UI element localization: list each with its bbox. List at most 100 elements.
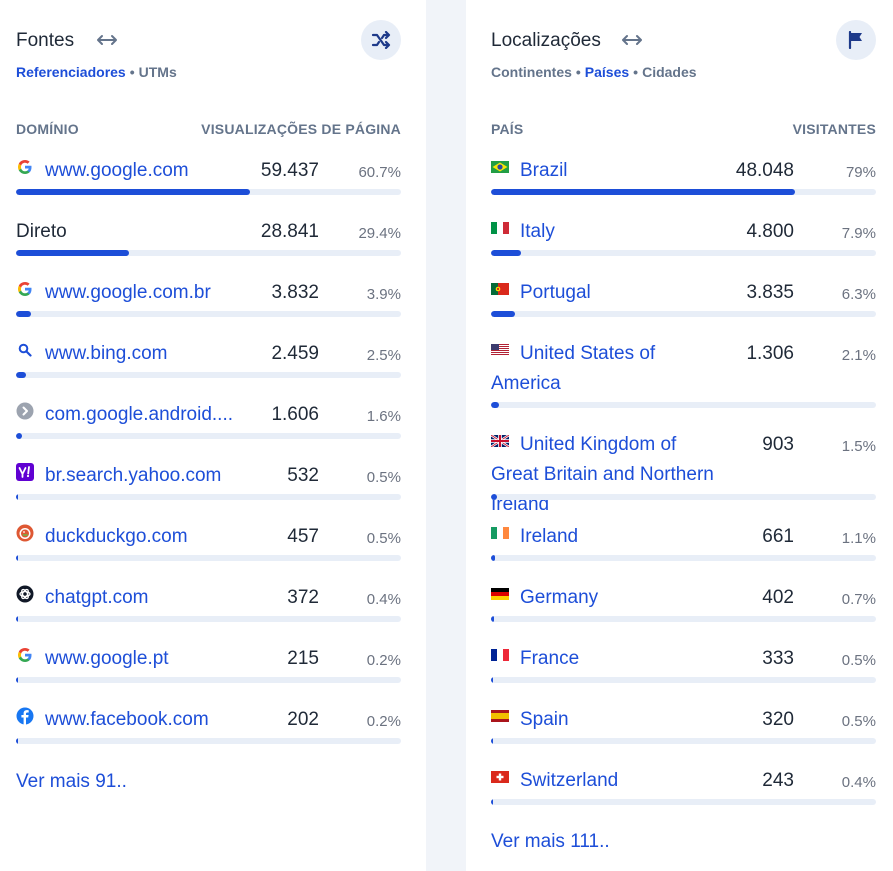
country-row[interactable]: United States of America 1.306 2.1% [491,335,876,426]
column-pageviews[interactable]: VISUALIZAÇÕES DE PÁGINA [201,121,401,137]
source-row[interactable]: chatgpt.com 372 0.4% [16,579,401,640]
map-flag-button[interactable] [836,20,876,60]
flag-icon [848,31,862,49]
source-row[interactable]: com.google.android.... 1.606 1.6% [16,396,401,457]
uk-flag-icon [491,432,509,450]
source-name[interactable]: chatgpt.com [45,587,149,608]
source-name[interactable]: www.facebook.com [45,709,209,730]
source-name[interactable]: Direto [16,221,67,242]
tab-countries[interactable]: Países [584,64,630,80]
share-bar [16,311,401,317]
column-visitors[interactable]: VISITANTES [792,121,876,137]
country-name[interactable]: Ireland [520,526,579,547]
share-bar-fill [16,311,31,317]
source-row[interactable]: www.google.com.br 3.832 3.9% [16,274,401,335]
germany-flag-icon [491,585,509,603]
country-row[interactable]: Italy 4.800 7.9% [491,213,876,274]
country-name[interactable]: France [520,648,580,669]
country-name[interactable]: United States of America [491,343,656,394]
tab-separator: • [575,64,581,80]
percentage: 0.5% [366,530,401,547]
sources-show-more-link[interactable]: Ver mais 91.. [16,771,127,792]
google-icon [16,646,34,664]
share-bar [491,250,876,256]
percentage: 2.5% [366,347,401,364]
source-name[interactable]: br.search.yahoo.com [45,465,222,486]
tab-separator: • [129,64,135,80]
share-bar-fill [491,555,496,561]
country-row[interactable]: Ireland 661 1.1% [491,518,876,579]
country-row[interactable]: France 333 0.5% [491,640,876,701]
country-name[interactable]: Spain [520,709,569,730]
android-app-icon [16,402,34,420]
source-name[interactable]: www.google.com.br [45,282,211,303]
source-name[interactable]: com.google.android.... [45,404,234,425]
chatgpt-icon [16,585,34,603]
country-name[interactable]: Portugal [520,282,591,303]
pageview-count: 59.437 [260,160,319,181]
share-bar [491,189,876,195]
country-name[interactable]: Germany [520,587,599,608]
percentage: 3.9% [366,286,401,303]
pageview-count: 2.459 [271,343,319,364]
pageview-count: 28.841 [260,221,319,242]
country-name[interactable]: United Kingdom of Great Britain and Nort… [491,434,714,515]
percentage: 1.5% [841,438,876,455]
locations-subtabs: Continentes • Países • Cidades [491,64,697,80]
share-bar-fill [491,677,494,683]
percentage: 2.1% [841,347,876,364]
visitor-count: 4.800 [746,221,794,242]
source-row[interactable]: www.facebook.com 202 0.2% [16,701,401,762]
visitor-count: 243 [762,770,794,791]
share-bar-fill [16,616,19,622]
country-row[interactable]: Switzerland 243 0.4% [491,762,876,823]
share-bar-fill [16,555,19,561]
percentage: 0.2% [366,652,401,669]
country-row[interactable]: Germany 402 0.7% [491,579,876,640]
portugal-flag-icon [491,280,509,298]
percentage: 1.6% [366,408,401,425]
share-bar-fill [491,250,522,256]
source-name[interactable]: www.google.pt [45,648,169,669]
country-row[interactable]: Portugal 3.835 6.3% [491,274,876,335]
country-row[interactable]: Brazil 48.048 79% [491,152,876,213]
tab-continents[interactable]: Continentes [491,64,572,80]
source-row[interactable]: www.bing.com 2.459 2.5% [16,335,401,396]
country-name[interactable]: Italy [520,221,555,242]
country-name[interactable]: Switzerland [520,770,619,791]
source-name[interactable]: www.google.com [45,160,189,181]
tab-referrers[interactable]: Referenciadores [16,64,126,80]
column-country[interactable]: PAÍS [491,121,524,137]
source-name[interactable]: www.bing.com [45,343,168,364]
shuffle-button[interactable] [361,20,401,60]
source-row[interactable]: duckduckgo.com 457 0.5% [16,518,401,579]
source-row[interactable]: Direto 28.841 29.4% [16,213,401,274]
share-bar [491,402,876,408]
ireland-flag-icon [491,524,509,542]
share-bar-fill [16,250,130,256]
visitor-count: 3.835 [746,282,794,303]
share-bar-fill [491,616,494,622]
expand-arrows-icon[interactable] [621,32,643,48]
share-bar-fill [16,372,26,378]
country-name[interactable]: Brazil [520,160,568,181]
percentage: 0.7% [841,591,876,608]
tab-utms[interactable]: UTMs [138,64,177,80]
source-row[interactable]: br.search.yahoo.com 532 0.5% [16,457,401,518]
country-row[interactable]: Spain 320 0.5% [491,701,876,762]
source-row[interactable]: www.google.com 59.437 60.7% [16,152,401,213]
sources-header: Fontes Referenciadores • UTMs [16,0,401,80]
share-bar-fill [491,402,500,408]
locations-show-more-link[interactable]: Ver mais 111.. [491,831,610,852]
percentage: 0.4% [366,591,401,608]
expand-arrows-icon[interactable] [96,32,118,48]
source-row[interactable]: www.google.pt 215 0.2% [16,640,401,701]
share-bar [491,311,876,317]
bing-search-icon [16,341,34,359]
country-row[interactable]: United Kingdom of Great Britain and Nort… [491,426,876,518]
share-bar [491,799,876,805]
tab-cities[interactable]: Cidades [642,64,697,80]
source-name[interactable]: duckduckgo.com [45,526,188,547]
column-domain[interactable]: DOMÍNIO [16,121,79,137]
pageview-count: 457 [287,526,319,547]
